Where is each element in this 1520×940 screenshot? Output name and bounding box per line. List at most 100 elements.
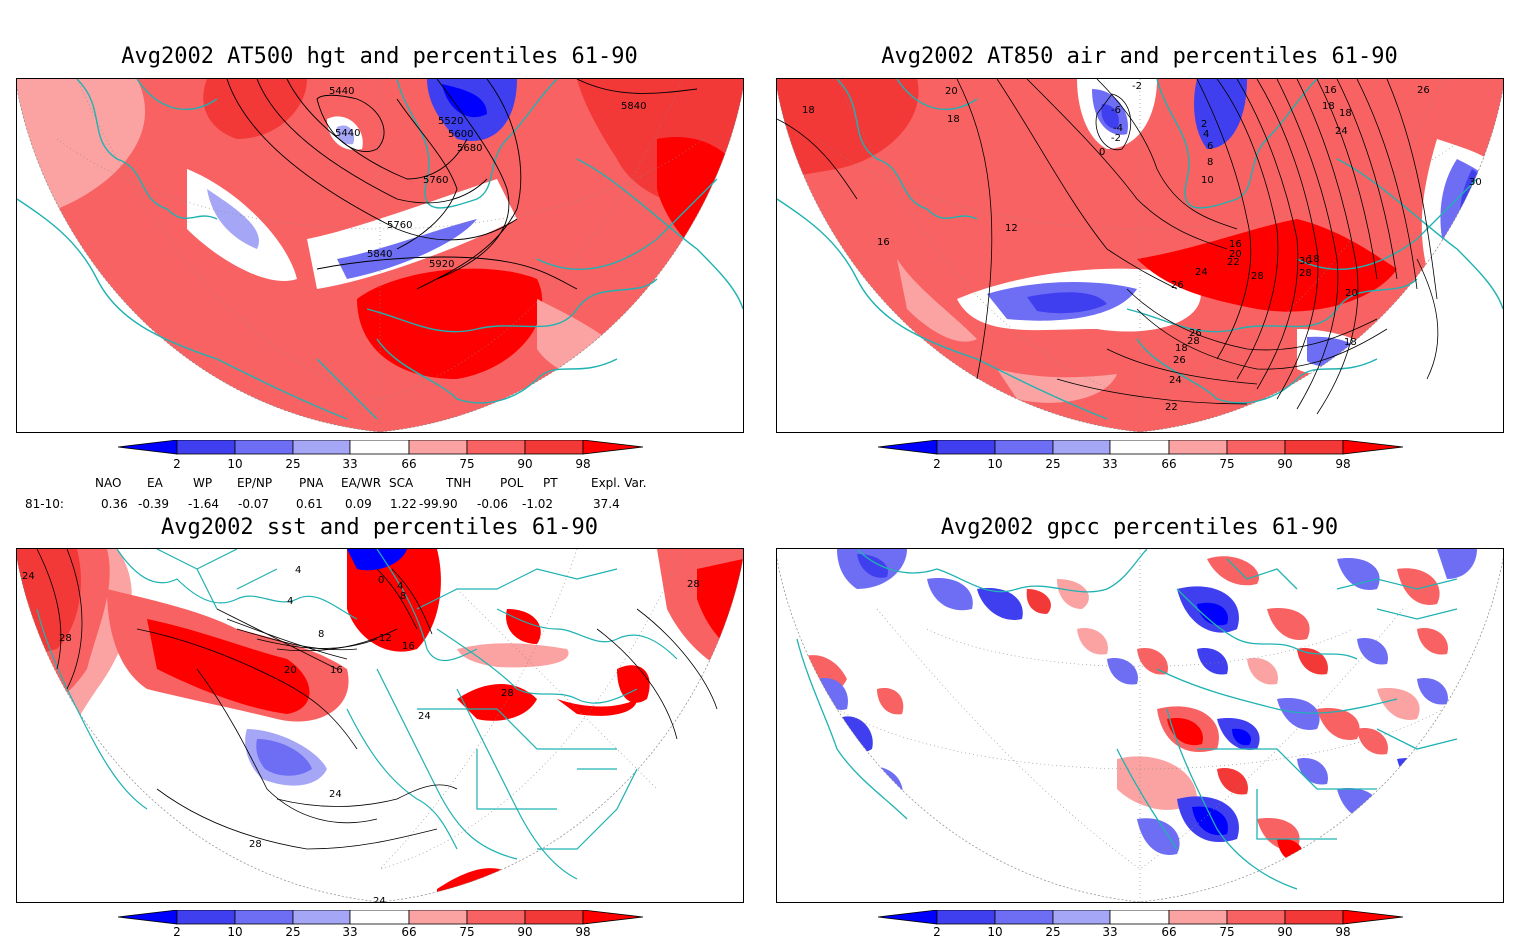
index-header: POL <box>500 476 524 490</box>
contour-label: 10 <box>1201 175 1214 186</box>
colorbar-label: 90 <box>517 457 533 471</box>
contour-label: 8 <box>400 591 406 602</box>
index-header: Expl. Var. <box>591 476 647 490</box>
index-value: -1.64 <box>188 497 220 511</box>
panel4-title: Avg2002 gpcc percentiles 61-90 <box>940 515 1339 540</box>
colorbar-label: 75 <box>459 925 475 939</box>
colorbar-label: 25 <box>1045 457 1061 471</box>
contour-label: 5520 <box>438 116 463 127</box>
contour-label: 18 <box>1339 108 1352 119</box>
panel3-map-svg: 24 28 4 0 4 8 8 4 12 16 20 16 24 28 24 2… <box>17 549 743 902</box>
index-value: 0.09 <box>345 497 372 511</box>
index-value: 0.36 <box>101 497 128 511</box>
contour-label: 28 <box>1251 271 1264 282</box>
contour-label: 30 <box>1469 177 1482 188</box>
panel4-map[interactable] <box>776 548 1504 903</box>
contour-label: 18 <box>1344 337 1357 348</box>
index-row-label: 81-10: <box>25 497 64 511</box>
contour-label: 5440 <box>335 128 360 139</box>
colorbar-label: 90 <box>1277 925 1293 939</box>
contour-label: 24 <box>1195 267 1208 278</box>
colorbar-label: 2 <box>933 457 941 471</box>
contour-label: 4 <box>287 596 293 607</box>
contour-label: 16 <box>1324 85 1337 96</box>
contour-label: 0 <box>1099 147 1105 158</box>
contour-label: 24 <box>373 896 386 902</box>
colorbar-label: 33 <box>1102 925 1118 939</box>
contour-label: 6 <box>1207 141 1213 152</box>
colorbar-label: 33 <box>1102 457 1118 471</box>
panel4-map-svg <box>777 549 1503 902</box>
colorbar-label: 75 <box>1219 457 1235 471</box>
colorbar-label: 2 <box>933 925 941 939</box>
contour-label: 16 <box>330 665 343 676</box>
contour-label: 12 <box>379 633 392 644</box>
colorbar-label: 25 <box>285 925 301 939</box>
contour-label: -2 <box>1132 81 1142 92</box>
contour-label: 18 <box>1322 101 1335 112</box>
contour-label: 8 <box>318 629 324 640</box>
contour-label: 5760 <box>387 220 412 231</box>
contour-label: 26 <box>1189 328 1202 339</box>
colorbar-label: 66 <box>401 925 417 939</box>
colorbar-label: 10 <box>227 457 243 471</box>
colorbar-label: 75 <box>459 457 475 471</box>
contour-label: 5840 <box>621 101 646 112</box>
colorbar-top-left <box>118 440 643 455</box>
colorbar-label: 90 <box>517 925 533 939</box>
index-value: 0.61 <box>296 497 323 511</box>
contour-label: 20 <box>945 86 958 97</box>
contour-label: 18 <box>1175 343 1188 354</box>
panel1-contour-labels: 5440 5440 5520 5600 5680 5760 5760 5840 … <box>329 86 646 270</box>
contour-label: 22 <box>1165 402 1178 413</box>
contour-label: 5840 <box>367 249 392 260</box>
contour-label: 5440 <box>329 86 354 97</box>
colorbar-label: 66 <box>1161 925 1177 939</box>
colorbar-label: 98 <box>575 925 591 939</box>
index-value: -1.02 <box>522 497 554 511</box>
panel3-map[interactable]: 24 28 4 0 4 8 8 4 12 16 20 16 24 28 24 2… <box>16 548 744 903</box>
contour-label: 4 <box>1203 129 1209 140</box>
contour-label: 24 <box>329 789 342 800</box>
index-header: EP/NP <box>237 476 273 490</box>
contour-label: 16 <box>877 237 890 248</box>
panel2-map[interactable]: -2 20 18 -6 -4 -2 0 2 4 6 8 10 12 16 18 … <box>776 78 1504 433</box>
contour-label: 18 <box>947 114 960 125</box>
colorbar-label: 33 <box>342 457 358 471</box>
colorbar-bottom-left <box>118 910 643 925</box>
contour-label: 24 <box>1335 126 1348 137</box>
colorbar-label: 2 <box>173 925 181 939</box>
panel2-title: Avg2002 AT850 air and percentiles 61-90 <box>881 44 1398 69</box>
contour-label: 20 <box>1345 288 1358 299</box>
contour-label: 12 <box>1005 223 1018 234</box>
index-header: EA/WR <box>341 476 382 490</box>
colorbar-label: 2 <box>173 457 181 471</box>
panel1-map[interactable]: 5440 5440 5520 5600 5680 5760 5760 5840 … <box>16 78 744 433</box>
contour-label: 5680 <box>457 143 482 154</box>
index-header: NAO <box>95 476 122 490</box>
index-header: SCA <box>389 476 414 490</box>
colorbar-bottom-right <box>878 910 1403 925</box>
colorbar-label: 66 <box>1161 457 1177 471</box>
contour-label: 28 <box>687 579 700 590</box>
panel3-contour-labels: 24 28 4 0 4 8 8 4 12 16 20 16 24 28 24 2… <box>22 565 700 902</box>
colorbar-label: 10 <box>987 457 1003 471</box>
colorbar-label: 33 <box>342 925 358 939</box>
contour-label: -2 <box>1111 133 1121 144</box>
contour-label: 24 <box>22 571 35 582</box>
contour-label: 5760 <box>423 175 448 186</box>
index-value: -0.39 <box>138 497 170 511</box>
panel1-title: Avg2002 AT500 hgt and percentiles 61-90 <box>121 44 638 69</box>
contour-label: 28 <box>59 633 72 644</box>
panel1-map-svg: 5440 5440 5520 5600 5680 5760 5760 5840 … <box>17 79 743 432</box>
panel3-title: Avg2002 sst and percentiles 61-90 <box>160 515 599 540</box>
colorbar-label: 98 <box>1335 457 1351 471</box>
contour-label: 18 <box>1307 254 1320 265</box>
contour-label: 26 <box>1417 85 1430 96</box>
panel2-contour-labels: -2 20 18 -6 -4 -2 0 2 4 6 8 10 12 16 18 … <box>802 81 1482 413</box>
contour-label: 0 <box>378 575 384 586</box>
index-header: WP <box>193 476 213 490</box>
colorbar-label: 10 <box>987 925 1003 939</box>
contour-label: -6 <box>1111 105 1121 116</box>
contour-label: 5920 <box>429 259 454 270</box>
